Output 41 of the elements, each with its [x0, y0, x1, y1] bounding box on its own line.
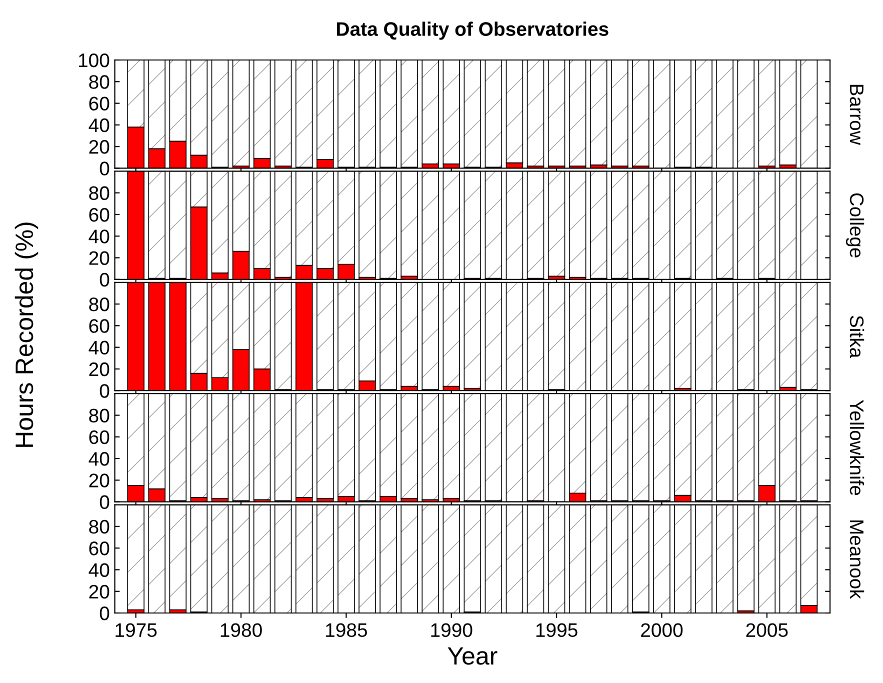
x-tick-label: 1975 [116, 623, 157, 638]
y-tick-label: 80 [89, 298, 110, 312]
x-tick-label: 1980 [220, 623, 262, 638]
y-tick-label: 40 [88, 118, 110, 132]
y-tick-label: 60 [89, 208, 110, 222]
y2-axis-title: Meanook [850, 520, 864, 599]
chart-title: Data Quality of Observatories [337, 22, 608, 40]
y-tick-label: 20 [89, 584, 110, 599]
y-tick-label: 20 [89, 251, 110, 265]
x-tick-label: 2000 [641, 623, 683, 638]
y-tick-label: 20 [89, 140, 110, 154]
y-tick-label: 40 [88, 563, 110, 577]
y-tick-label: 0 [100, 495, 110, 510]
y-tick-label: 0 [100, 606, 110, 620]
x-axis-title: Year [448, 647, 498, 665]
y-tick-label: 40 [88, 340, 110, 355]
y-tick-label: 80 [89, 408, 110, 422]
x-tick-label: 1990 [431, 623, 472, 638]
y-axis-title: Hours Recorded (%) [14, 222, 38, 447]
x-tick-label: 2005 [746, 623, 788, 638]
y-tick-label: 0 [100, 272, 110, 287]
y-tick-label: 60 [89, 542, 110, 556]
y-tick-label: 40 [88, 230, 110, 244]
y-tick-label: 80 [89, 520, 110, 534]
y-tick-label: 20 [89, 362, 110, 376]
y-tick-label: 60 [89, 96, 110, 111]
y-tick-label: 0 [100, 162, 110, 176]
x-tick-label: 1995 [536, 623, 578, 638]
x-tick-label: 1985 [326, 623, 368, 638]
y2-axis-title: Barrow [850, 84, 864, 145]
y-tick-label: 40 [88, 452, 110, 466]
y-tick-label: 100 [78, 53, 110, 68]
y-tick-label: 60 [89, 319, 110, 333]
y2-axis-title: Sitka [850, 316, 864, 358]
y-tick-label: 80 [89, 75, 110, 89]
y-tick-label: 20 [89, 474, 110, 488]
y-tick-label: 80 [89, 186, 110, 200]
y-tick-label: 60 [89, 430, 110, 444]
y2-axis-title: Yellowknife [850, 400, 864, 496]
y-tick-label: 0 [100, 384, 110, 398]
y2-axis-title: College [846, 193, 864, 258]
